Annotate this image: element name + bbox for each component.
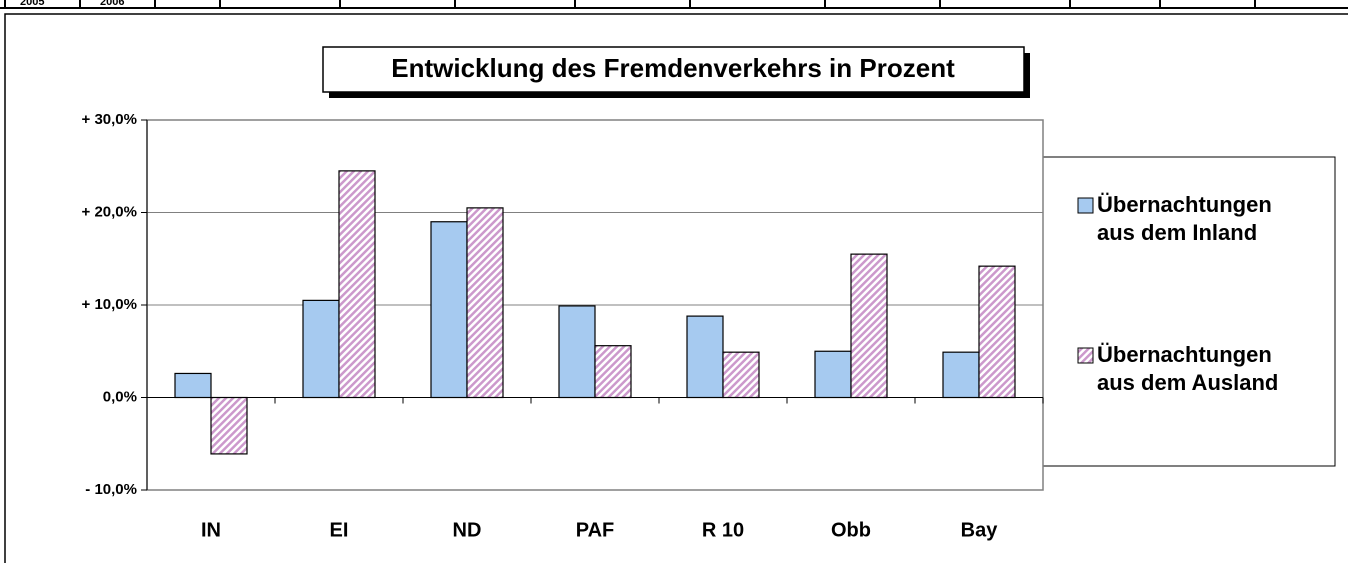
bar [722,351,760,399]
y-tick-label: + 10,0% [82,296,137,313]
y-tick-label: + 30,0% [82,111,137,128]
bar [814,350,852,399]
y-tick-label: + 20,0% [82,203,137,220]
bar [466,207,504,399]
bar [978,265,1016,399]
x-tick-label: ND [453,519,482,541]
legend-swatch [1077,347,1094,364]
bar [942,351,980,399]
bar [850,253,888,399]
x-tick-label: Obb [831,519,871,541]
bar [558,305,596,399]
x-tick-label: EI [330,519,349,541]
bar [594,345,632,399]
bar [302,299,340,399]
table-fragment [0,0,1348,9]
x-tick-label: Bay [961,519,999,541]
legend-swatch [1077,197,1094,214]
y-tick-label: - 10,0% [85,481,137,498]
legend-label: Übernachtungen aus dem Inland [1097,192,1272,245]
legend-label: Übernachtungen aus dem Ausland [1097,342,1279,395]
bar [338,170,376,399]
bar [210,396,248,455]
x-tick-label: PAF [576,519,615,541]
y-tick-label: 0,0% [103,388,137,405]
bar [174,372,212,399]
table-cell: 2006 [100,0,124,8]
x-tick-label: IN [201,519,221,541]
title-box [322,46,1025,93]
x-tick-label: R 10 [702,519,744,541]
bar [686,315,724,399]
table-cell: 2005 [20,0,44,8]
chart-title: Entwicklung des Fremdenverkehrs in Proze… [391,53,955,83]
bar [430,221,468,399]
